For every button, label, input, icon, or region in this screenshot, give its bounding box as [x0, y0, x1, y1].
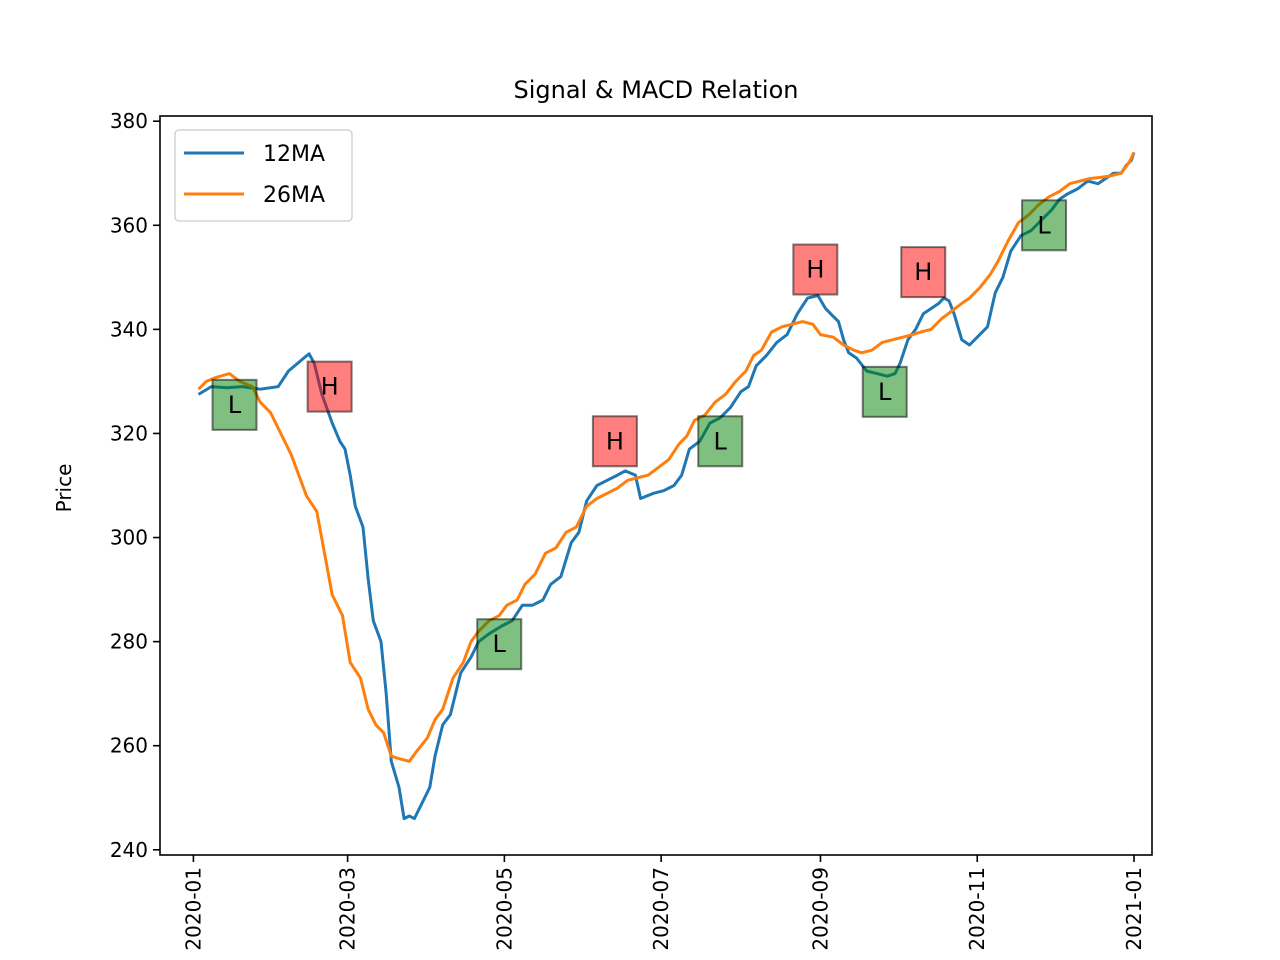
y-tick-label: 300 [110, 526, 148, 550]
plot-frame [159, 115, 1153, 856]
y-tick-label: 340 [110, 317, 148, 341]
y-tick-label: 260 [110, 734, 148, 758]
annotation-box-high [792, 243, 839, 296]
x-tick-label: 2020-07 [649, 867, 673, 951]
legend-entry-label: 26MA [263, 183, 325, 208]
annotation-box-low [697, 415, 744, 468]
annotation-box-low [211, 378, 258, 431]
y-tick-label: 360 [110, 213, 148, 237]
annotation-label-high: H [806, 256, 824, 284]
chart-title: Signal & MACD Relation [514, 76, 799, 104]
x-axis-ticks: 2020-01 2020-03 2020-05 2020-07 2020-09 2020-… [181, 855, 1146, 951]
x-tick-label: 2021-01 [1122, 867, 1146, 951]
legend-entry-label: 12MA [263, 142, 325, 167]
series-line-12ma [197, 151, 1136, 821]
y-axis-label: Price [52, 464, 76, 513]
y-axis-ticks: 240 260 280 300 320 340 360 380 [110, 109, 160, 862]
x-tick-label: 2020-11 [965, 867, 989, 951]
y-tick-label: 280 [110, 630, 148, 654]
annotation-box-high [591, 415, 638, 468]
x-tick-label: 2020-05 [492, 867, 516, 951]
annotation-label-low: L [878, 378, 892, 406]
y-tick-label: 240 [110, 838, 148, 862]
annotation-box-low [1021, 199, 1068, 252]
annotation-box-high [306, 360, 353, 413]
annotation-label-high: H [606, 427, 624, 455]
annotation-box-low [476, 618, 523, 671]
y-tick-label: 380 [110, 109, 148, 133]
annotation-label-low: L [1037, 211, 1051, 239]
annotation-label-low: L [228, 391, 242, 419]
y-tick-label: 320 [110, 421, 148, 445]
annotation-box-high [900, 246, 947, 299]
annotation-box-low [861, 365, 908, 418]
x-tick-label: 2020-03 [336, 867, 360, 951]
annotation-label-low: L [714, 427, 728, 455]
x-tick-label: 2020-09 [808, 867, 832, 951]
x-tick-label: 2020-01 [181, 867, 205, 951]
series-layer [197, 151, 1136, 821]
legend: 12MA 26MA [174, 129, 353, 222]
annotation-label-high: H [321, 373, 339, 401]
annotation-label-high: H [914, 258, 932, 286]
annotation-layer: L H L H L H L H L [211, 199, 1068, 671]
series-line-26ma [197, 151, 1136, 763]
annotation-label-low: L [493, 630, 507, 658]
